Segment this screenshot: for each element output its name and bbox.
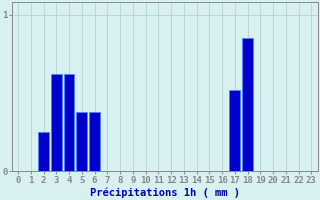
Bar (64, 74, 75, 171)
Bar (76, 112, 87, 171)
X-axis label: Précipitations 1h ( mm ): Précipitations 1h ( mm ) (90, 187, 240, 198)
Bar (38, 132, 49, 171)
Bar (229, 90, 240, 171)
Bar (89, 112, 100, 171)
Bar (51, 74, 62, 171)
Bar (242, 38, 253, 171)
